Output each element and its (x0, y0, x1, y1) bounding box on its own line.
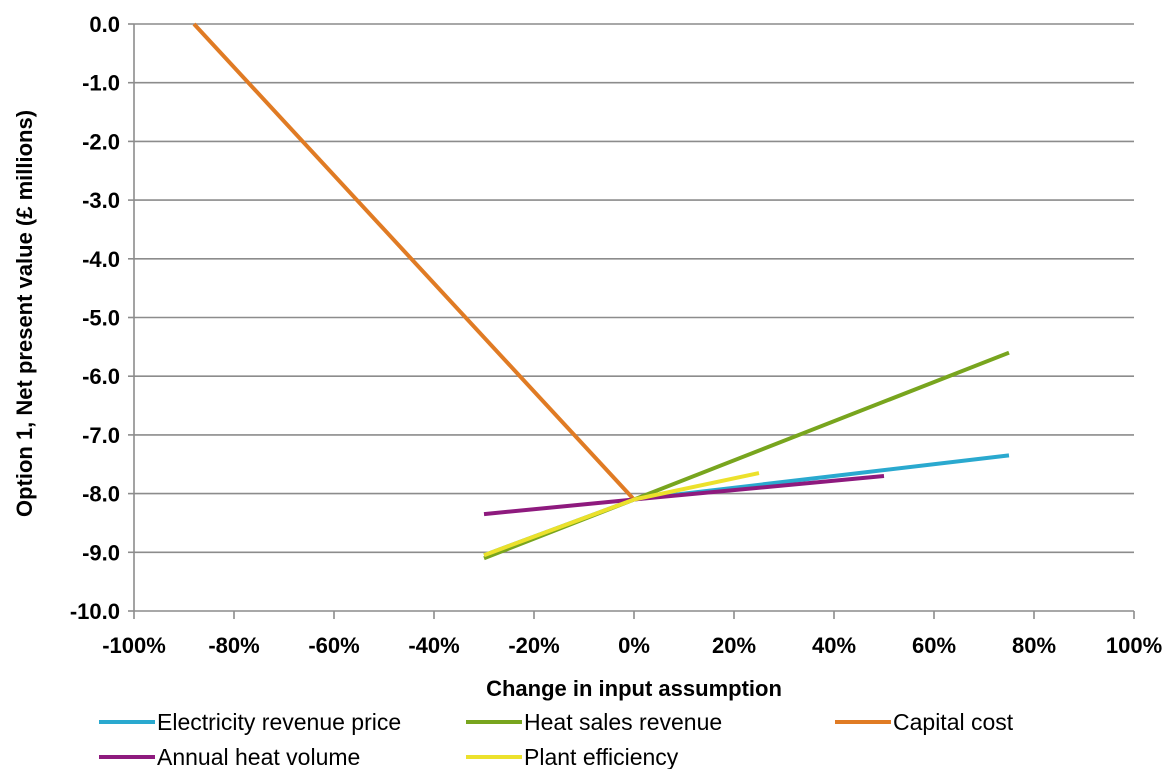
y-axis-title: Option 1, Net present value (£ millions) (12, 110, 37, 517)
y-tick-label: -3.0 (82, 188, 120, 213)
y-tick-label: -10.0 (70, 599, 120, 624)
legend-label: Plant efficiency (524, 744, 679, 769)
axes (128, 23, 1135, 619)
x-tick-label: -80% (208, 633, 259, 658)
x-axis-title: Change in input assumption (486, 676, 782, 701)
x-tick-label: 40% (812, 633, 856, 658)
legend: Electricity revenue price Heat sales reve… (99, 709, 1014, 769)
y-tick-label: -8.0 (82, 482, 120, 507)
y-tick-label: -9.0 (82, 540, 120, 565)
x-tick-label: 0% (618, 633, 650, 658)
y-tick-label: 0.0 (89, 12, 120, 37)
x-tick-label: -20% (508, 633, 559, 658)
x-tick-label: -40% (408, 633, 459, 658)
legend-label: Capital cost (893, 709, 1014, 735)
legend-label: Heat sales revenue (524, 709, 722, 735)
series-line (192, 22, 636, 501)
y-tick-label: -6.0 (82, 364, 120, 389)
x-tick-label: 60% (912, 633, 956, 658)
x-tick-label: -100% (102, 633, 166, 658)
x-tick-label: 100% (1106, 633, 1162, 658)
legend-label: Electricity revenue price (157, 709, 401, 735)
series-line (483, 471, 760, 558)
x-tick-label: 80% (1012, 633, 1056, 658)
y-tick-label: -5.0 (82, 306, 120, 331)
y-tick-label: -2.0 (82, 129, 120, 154)
y-tick-labels: 0.0 -1.0 -2.0 -3.0 -4.0 -5.0 -6.0 -7.0 -8.0 -9.0 -… (70, 12, 120, 624)
y-tick-label: -4.0 (82, 247, 120, 272)
y-tick-label: -1.0 (82, 71, 120, 96)
x-tick-label: 20% (712, 633, 756, 658)
gridlines (134, 23, 1134, 554)
legend-label: Annual heat volume (157, 744, 360, 769)
x-tick-labels: -100% -80% -60% -40% -20% 0% 20% 40% 60% 80% 100% (102, 633, 1162, 658)
x-tick-label: -60% (308, 633, 359, 658)
series-lines (192, 22, 1010, 561)
y-tick-label: -7.0 (82, 423, 120, 448)
